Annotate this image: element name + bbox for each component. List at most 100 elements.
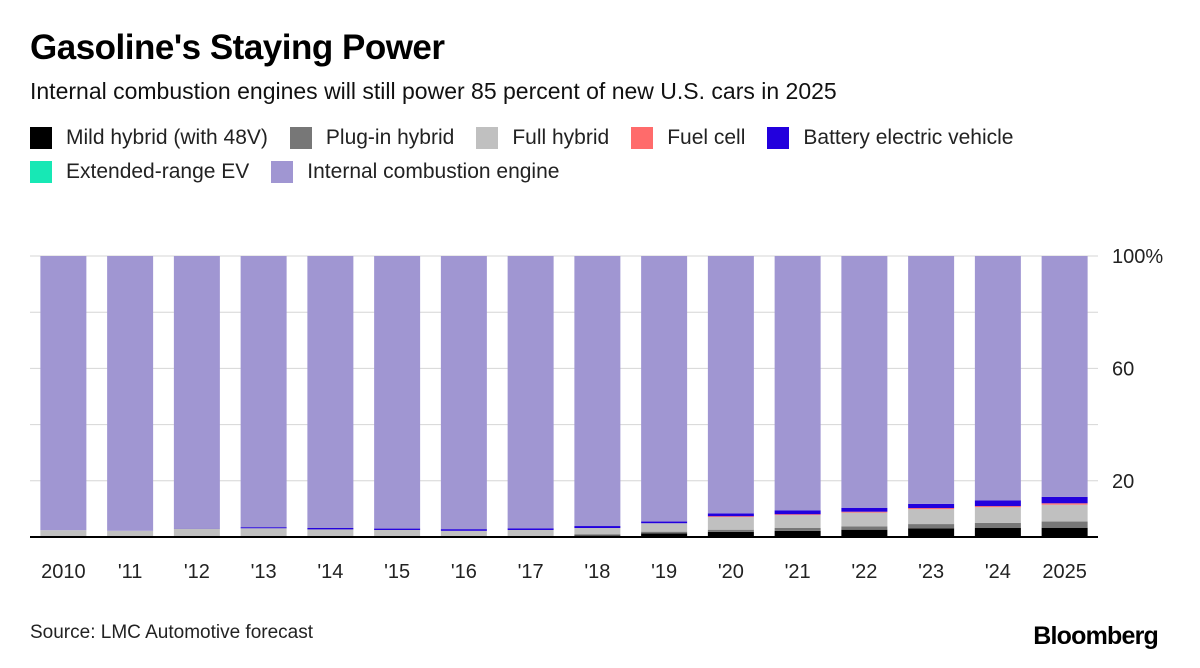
legend-item: Full hybrid <box>476 126 609 150</box>
bar-segment <box>374 256 421 529</box>
legend-swatch <box>767 127 790 149</box>
y-tick-label: 60 <box>1112 358 1134 380</box>
bar-segment <box>641 531 688 534</box>
legend-label: Fuel cell <box>667 126 746 149</box>
bar-segment <box>574 528 621 535</box>
bar-segment <box>908 503 955 509</box>
bar-segment <box>440 256 487 530</box>
bar-segment <box>307 529 354 537</box>
bar-segment <box>707 531 754 537</box>
bar-segment <box>1041 527 1088 537</box>
y-tick-label: 100% <box>1112 246 1163 268</box>
bar-segment <box>507 529 554 537</box>
bar-segment <box>841 529 888 537</box>
x-tick-label: '15 <box>384 561 410 583</box>
legend-swatch <box>271 161 294 183</box>
legend-swatch <box>476 127 499 149</box>
legend-label: Plug-in hybrid <box>325 126 455 149</box>
legend-item: Internal combustion engine <box>271 160 559 184</box>
bar-segment <box>507 256 554 529</box>
bar-segment <box>774 256 821 511</box>
bar-segment <box>974 256 1021 501</box>
x-tick-label: 2010 <box>41 561 86 583</box>
chart-title: Gasoline's Staying Power <box>30 28 445 67</box>
bar-segment <box>40 530 87 537</box>
bar-segment <box>1041 256 1088 497</box>
bar-segment <box>774 530 821 537</box>
bar-segment <box>707 513 754 517</box>
bar-segment <box>841 512 888 527</box>
bar-segment <box>307 528 354 530</box>
bar-segment <box>841 507 888 512</box>
x-tick-label: '18 <box>584 561 610 583</box>
bar-segment <box>574 256 621 527</box>
bar-segment <box>641 256 688 522</box>
x-tick-label: '21 <box>785 561 811 583</box>
x-tick-label: '11 <box>118 561 143 583</box>
x-tick-label: '16 <box>451 561 477 583</box>
bar-segment <box>974 507 1021 523</box>
bar-segment <box>974 522 1021 529</box>
x-tick-label: '12 <box>184 561 210 583</box>
bar-segment <box>40 256 87 531</box>
bar-segment <box>974 500 1021 507</box>
x-tick-label: '14 <box>317 561 343 583</box>
legend-label: Extended-range EV <box>66 160 250 183</box>
legend-label: Battery electric vehicle <box>803 126 1014 149</box>
legend-label: Internal combustion engine <box>307 160 560 183</box>
chart-subtitle: Internal combustion engines will still p… <box>30 78 837 104</box>
bar-segment <box>374 529 421 537</box>
bar-segment <box>707 517 754 530</box>
x-tick-label: 2025 <box>1042 561 1087 583</box>
bar-segment <box>374 528 421 530</box>
bar-segment <box>574 526 621 529</box>
bar-segment <box>440 530 487 537</box>
bar-segment <box>774 514 821 516</box>
bar-segment <box>240 528 287 537</box>
bar-segment <box>641 533 688 537</box>
legend-swatch <box>30 161 52 183</box>
bar-segment <box>908 508 955 510</box>
bar-segment <box>641 521 688 524</box>
bar-segment <box>908 256 955 504</box>
bar-segment <box>1041 504 1088 522</box>
x-tick-label: '13 <box>251 561 277 583</box>
bar-segment <box>1041 503 1088 505</box>
bar-segment <box>974 506 1021 508</box>
bar-segment <box>107 256 154 531</box>
legend-item: Battery electric vehicle <box>767 126 1013 150</box>
bar-segment <box>1041 521 1088 528</box>
x-tick-label: '19 <box>651 561 677 583</box>
bar-segment <box>841 256 888 508</box>
x-tick-label: '22 <box>851 561 877 583</box>
bar-segment <box>107 530 154 537</box>
bar-segment <box>507 528 554 530</box>
bar-segment <box>774 510 821 515</box>
bar-segment <box>574 534 621 536</box>
bar-segment <box>774 515 821 529</box>
x-tick-label: '23 <box>918 561 944 583</box>
legend-item: Mild hybrid (with 48V) <box>30 126 268 150</box>
legend-swatch <box>289 127 312 149</box>
bar-segment <box>707 516 754 518</box>
bar-segment <box>908 524 955 529</box>
legend-swatch <box>30 127 52 149</box>
legend-swatch <box>631 127 654 149</box>
legend-label: Mild hybrid (with 48V) <box>66 126 268 149</box>
x-tick-label: '20 <box>718 561 744 583</box>
bar-segment <box>841 511 888 513</box>
bar-segment <box>440 529 487 531</box>
bar-segment <box>1041 496 1088 504</box>
bar-segment <box>974 528 1021 537</box>
bar-segment <box>240 256 287 528</box>
bar-segment <box>173 528 220 537</box>
chart-legend: Mild hybrid (with 48V) Plug-in hybrid Full… <box>30 126 1150 184</box>
y-tick-label: 20 <box>1112 471 1134 493</box>
bar-segment <box>774 528 821 531</box>
bloomberg-logo: Bloomberg <box>1033 622 1159 650</box>
legend-label: Full hybrid <box>512 126 610 149</box>
bar-segment <box>841 526 888 530</box>
legend-item: Extended-range EV <box>30 160 249 184</box>
legend-item: Fuel cell <box>631 126 745 150</box>
